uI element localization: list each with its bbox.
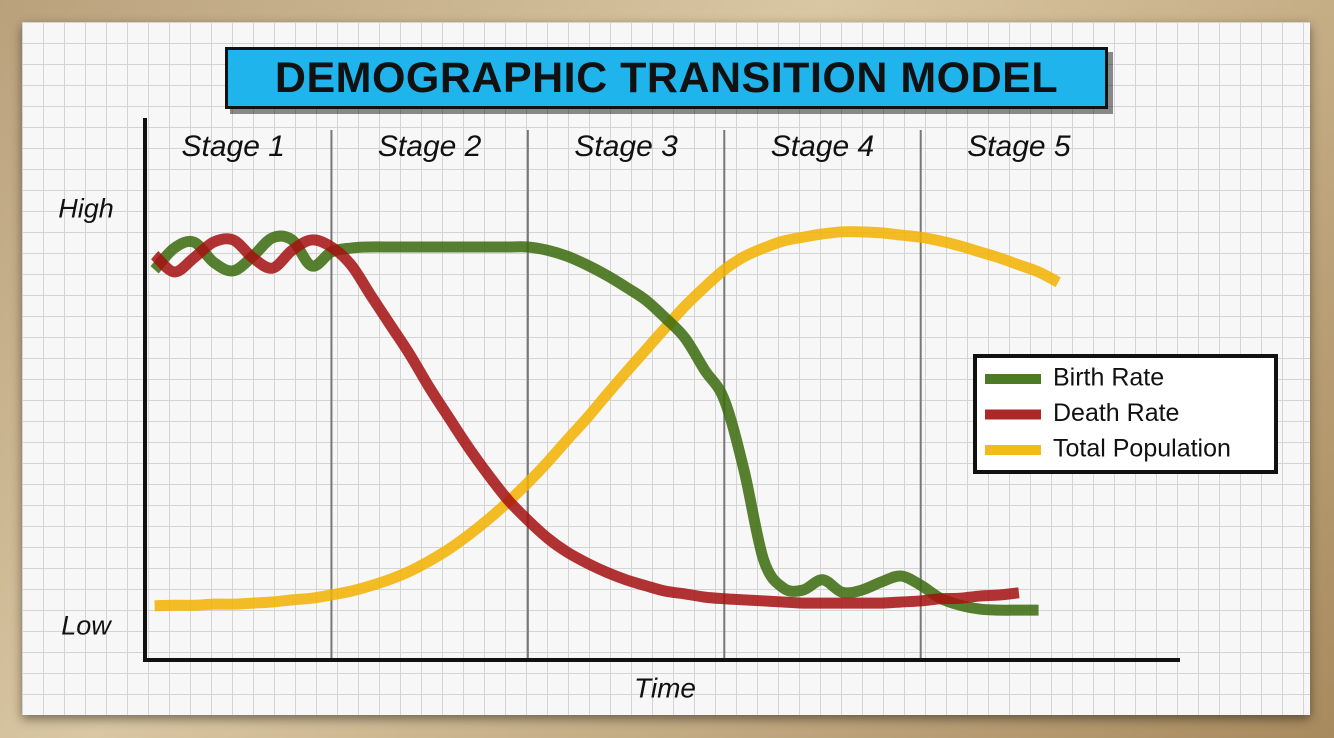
series-line [154, 226, 1061, 612]
series-line [150, 233, 1020, 609]
legend-label: Total Population [1053, 435, 1231, 463]
stage-label: Stage 4 [771, 130, 874, 163]
stage-label: Stage 3 [574, 130, 678, 163]
x-axis-label: Time [634, 672, 696, 703]
legend-label: Death Rate [1053, 399, 1179, 427]
stage-label: Stage 5 [967, 130, 1071, 163]
y-tick-label: Low [61, 611, 112, 641]
chart-title: DEMOGRAPHIC TRANSITION MODEL [274, 53, 1059, 102]
stage-label: Stage 1 [182, 130, 285, 163]
y-tick-label: High [58, 193, 114, 223]
legend-label: Birth Rate [1053, 364, 1164, 392]
series-line [150, 230, 1039, 616]
stage-label: Stage 2 [378, 130, 482, 163]
title-box: DEMOGRAPHIC TRANSITION MODEL [225, 47, 1108, 109]
